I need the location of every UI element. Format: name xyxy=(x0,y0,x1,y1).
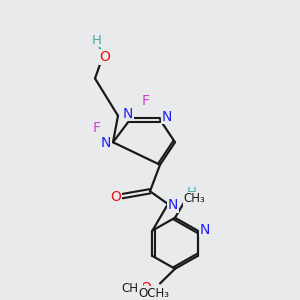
Text: F: F xyxy=(142,94,150,108)
Text: O: O xyxy=(141,281,152,296)
Text: N: N xyxy=(101,136,111,150)
Text: N: N xyxy=(168,198,178,212)
Text: N: N xyxy=(162,110,172,124)
Text: H: H xyxy=(187,186,197,199)
Text: OCH₃: OCH₃ xyxy=(139,287,169,300)
Text: N: N xyxy=(123,107,133,121)
Text: CH₃: CH₃ xyxy=(121,282,143,295)
Text: H: H xyxy=(92,34,102,47)
Text: CH₃: CH₃ xyxy=(183,192,205,205)
Text: O: O xyxy=(100,50,110,64)
Text: O: O xyxy=(111,190,122,204)
Text: N: N xyxy=(199,223,210,236)
Text: F: F xyxy=(93,121,101,134)
